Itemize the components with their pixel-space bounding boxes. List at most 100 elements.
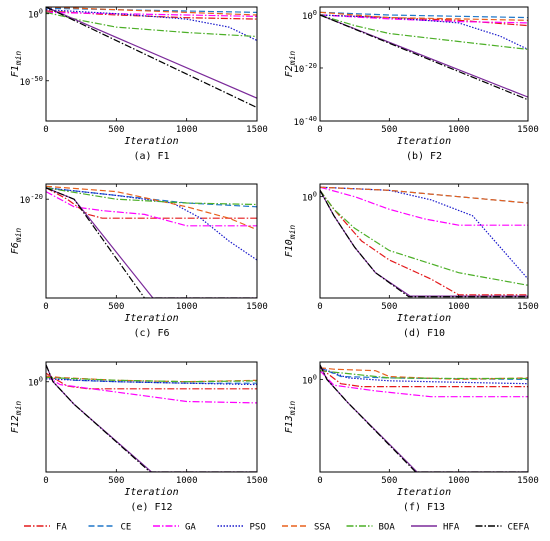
series-group (320, 11, 528, 101)
series-line-cefa (320, 364, 528, 472)
plot-frame (45, 361, 258, 473)
legend-label: SSA (314, 523, 331, 533)
series-line-pso (320, 186, 528, 280)
y-axis-label: F13min (284, 401, 297, 434)
x-tick-label: 500 (381, 476, 397, 486)
x-tick-label: 1000 (448, 476, 470, 486)
y-axis-label: F6min (10, 228, 23, 255)
series-line-boa (46, 187, 257, 206)
subplot-caption: (f) F13 (403, 502, 445, 513)
legend: FA CE GA PSO SSA BOA HFA CEFA (24, 523, 530, 533)
plot-frame (319, 183, 529, 299)
x-tick-label: 1500 (517, 476, 539, 486)
series-line-fa (320, 14, 528, 27)
legend-label: PSO (250, 523, 266, 533)
y-axis-label: F12min (10, 401, 23, 434)
x-tick-label: 500 (108, 125, 124, 135)
legend-item-hfa: HFA (411, 523, 460, 533)
x-axis-label: Iteration (124, 487, 178, 498)
series-line-boa (320, 189, 528, 286)
x-tick-label: 0 (317, 125, 322, 135)
y-tick-label: 100 (28, 376, 43, 389)
legend-label: CE (121, 523, 132, 533)
series-group (46, 364, 257, 472)
series-line-pso (46, 9, 257, 42)
subplot-caption: (c) F6 (133, 328, 169, 339)
x-tick-label: 1500 (517, 302, 539, 312)
plot-frame (45, 183, 258, 299)
y-tick-label: 10-20 (20, 193, 44, 206)
y-tick-label: 100 (302, 9, 317, 22)
x-tick-label: 500 (108, 302, 124, 312)
series-line-ssa (46, 185, 257, 231)
x-tick-label: 500 (381, 302, 397, 312)
legend-item-cefa: CEFA (475, 523, 530, 533)
subplot-1: 0 500 1000 1500 100 10-50 Iteration F1min (a) F1 (10, 6, 268, 162)
series-group (320, 364, 528, 472)
x-axis-label: Iteration (397, 313, 451, 324)
series-line-pso (46, 378, 257, 386)
series-line-boa (320, 370, 528, 380)
y-tick-label: 100 (302, 191, 317, 204)
legend-item-ce: CE (88, 523, 132, 533)
legend-item-ga: GA (153, 523, 196, 533)
series-line-boa (46, 376, 257, 383)
series-line-pso (46, 187, 257, 261)
subplot-6: 0 500 1000 1500 100 Iteration F13min (f) F13 (284, 361, 539, 513)
series-line-boa (320, 14, 528, 50)
legend-label: CEFA (508, 523, 530, 533)
plot-frame (319, 361, 529, 473)
y-tick-label: 10-20 (294, 62, 318, 75)
legend-item-fa: FA (24, 523, 67, 533)
x-tick-label: 1000 (176, 476, 198, 486)
subplot-5: 0 500 1000 1500 100 Iteration F12min (e) F12 (10, 361, 268, 513)
plot-frame (45, 6, 258, 122)
x-tick-label: 1500 (517, 125, 539, 135)
series-line-ssa (320, 11, 528, 21)
series-line-ce (320, 186, 528, 204)
y-axis-label: F1min (10, 51, 23, 78)
legend-label: FA (56, 523, 67, 533)
subplot-caption: (d) F10 (403, 328, 445, 339)
series-group (320, 186, 528, 298)
x-tick-label: 0 (43, 302, 48, 312)
legend-item-boa: BOA (346, 523, 395, 533)
series-line-fa (320, 189, 528, 296)
series-line-fa (46, 10, 257, 20)
x-tick-label: 1000 (448, 302, 470, 312)
subplot-caption: (e) F12 (130, 502, 172, 513)
series-line-ga (320, 370, 528, 398)
y-axis-label: F2min (284, 51, 297, 78)
subplot-caption: (b) F2 (406, 151, 442, 162)
y-tick-label: 10-40 (294, 115, 318, 128)
x-tick-label: 1500 (246, 476, 268, 486)
x-tick-label: 1000 (176, 302, 198, 312)
series-line-boa (46, 11, 257, 38)
x-tick-label: 1000 (448, 125, 470, 135)
x-axis-label: Iteration (397, 487, 451, 498)
x-tick-label: 1000 (176, 125, 198, 135)
x-axis-label: Iteration (124, 313, 178, 324)
series-group (46, 185, 257, 298)
series-line-ga (46, 11, 257, 17)
y-axis-label: F10min (284, 225, 297, 258)
subplot-caption: (a) F1 (133, 151, 169, 162)
x-tick-label: 0 (43, 125, 48, 135)
series-line-ga (46, 191, 257, 227)
x-tick-label: 1500 (246, 302, 268, 312)
series-line-ce (46, 187, 257, 208)
subplot-2: 0 500 1000 1500 100 10-20 10-40 Iteration F2min (… (284, 6, 539, 162)
legend-item-pso: PSO (217, 523, 266, 533)
x-tick-label: 1500 (246, 125, 268, 135)
series-line-fa (46, 187, 257, 219)
y-tick-label: 100 (302, 373, 317, 386)
x-tick-label: 0 (317, 476, 322, 486)
series-line-ssa (320, 186, 528, 204)
y-tick-label: 100 (28, 8, 43, 21)
y-tick-label: 10-50 (20, 75, 44, 88)
legend-label: GA (185, 523, 196, 533)
series-line-hfa (320, 14, 528, 98)
legend-item-ssa: SSA (282, 523, 331, 533)
x-tick-label: 0 (43, 476, 48, 486)
